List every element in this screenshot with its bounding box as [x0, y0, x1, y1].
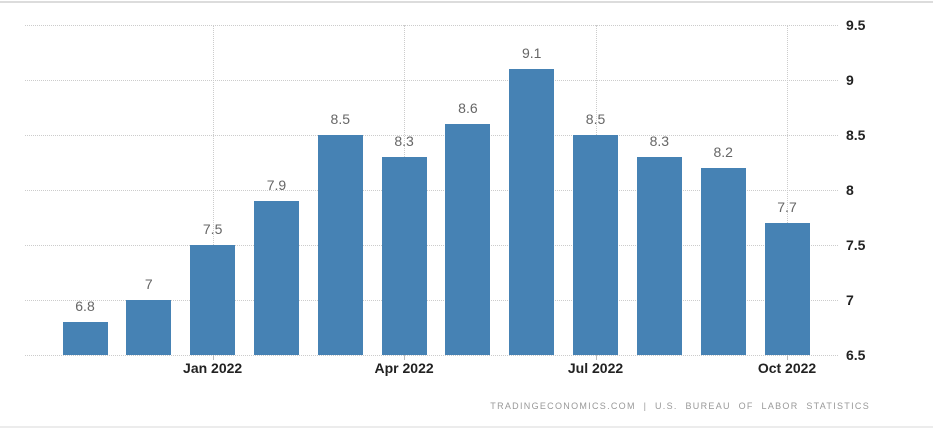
- bar[interactable]: [62, 322, 108, 355]
- bar[interactable]: [700, 168, 746, 355]
- y-tick-label: 8.5: [846, 127, 866, 143]
- bar[interactable]: [126, 300, 172, 355]
- grid-line-horizontal: [25, 135, 838, 136]
- bar-value-label: 7.7: [777, 199, 797, 215]
- bar-value-label: 7.5: [202, 221, 223, 237]
- bar[interactable]: [573, 135, 619, 355]
- bar-value-label: 8.6: [458, 100, 478, 116]
- bar-value-label: 7.9: [266, 177, 287, 193]
- y-tick-label: 9.5: [846, 17, 866, 33]
- attribution-text: TRADINGECONOMICS.COM | U.S. BUREAU OF LA…: [490, 401, 870, 411]
- bar-value-label: 8.3: [394, 133, 414, 149]
- bar[interactable]: [636, 157, 682, 355]
- bar[interactable]: [445, 124, 491, 355]
- bar-value-label: 8.2: [713, 144, 733, 160]
- bar[interactable]: [509, 69, 555, 355]
- y-tick-label: 9: [846, 72, 854, 88]
- bar[interactable]: [317, 135, 363, 355]
- x-tick-mark: [787, 355, 788, 360]
- bar-value-label: 8.5: [330, 111, 350, 127]
- top-border: [0, 1, 933, 3]
- grid-line-vertical: [787, 25, 788, 355]
- bar[interactable]: [381, 157, 427, 355]
- grid-line-vertical: [212, 25, 214, 355]
- grid-line-horizontal: [25, 190, 838, 191]
- y-tick-label: 7.5: [846, 237, 866, 253]
- bar-value-label: 7: [144, 276, 153, 292]
- grid-line-horizontal: [25, 25, 838, 26]
- y-tick-label: 6.5: [846, 347, 866, 363]
- x-tick-mark: [404, 355, 406, 360]
- grid-line-horizontal: [25, 245, 838, 246]
- x-tick-label: Jan 2022: [183, 360, 243, 376]
- grid-line-horizontal: [25, 80, 838, 81]
- y-tick-label: 7: [846, 292, 854, 308]
- bottom-border: [0, 426, 933, 428]
- grid-line-horizontal: [25, 355, 838, 356]
- plot-area: 6.8 7 7.5 7.9 8.5 8.3 8.6 9.1 8.5 8.3 8.2 7.7: [25, 25, 838, 356]
- bar-value-label: 6.8: [75, 298, 95, 314]
- bar-value-label: 8.5: [585, 111, 606, 127]
- y-tick-label: 8: [846, 182, 854, 198]
- x-tick-label: Oct 2022: [757, 360, 817, 376]
- x-tick-label: Jul 2022: [567, 360, 624, 376]
- x-tick-mark: [595, 355, 597, 360]
- bar[interactable]: [190, 245, 236, 355]
- bar[interactable]: [253, 201, 299, 355]
- x-tick-label: Apr 2022: [374, 360, 434, 376]
- bar[interactable]: [764, 223, 810, 355]
- x-tick-mark: [212, 355, 214, 360]
- bar-value-label: 9.1: [521, 45, 542, 61]
- bar-value-label: 8.3: [649, 133, 670, 149]
- grid-line-horizontal: [25, 300, 838, 301]
